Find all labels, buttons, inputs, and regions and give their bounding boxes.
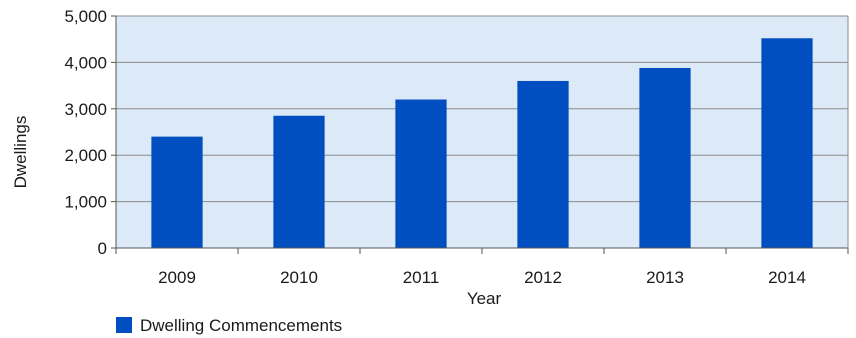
axes bbox=[111, 15, 849, 254]
bar-2011 bbox=[395, 99, 447, 249]
legend-swatch-dwelling-commencements bbox=[116, 317, 132, 333]
x-tick-label-2014: 2014 bbox=[768, 268, 806, 287]
y-tick-label-3,000: 3,000 bbox=[64, 100, 107, 119]
bar-2012 bbox=[517, 80, 569, 249]
x-tick-label-2010: 2010 bbox=[280, 268, 318, 287]
y-axis-title: Dwellings bbox=[11, 116, 30, 189]
x-tick-label-2009: 2009 bbox=[158, 268, 196, 287]
bar-2013 bbox=[639, 67, 691, 248]
y-tick-label-2,000: 2,000 bbox=[64, 146, 107, 165]
x-tick-label-2012: 2012 bbox=[524, 268, 562, 287]
legend: Dwelling Commencements bbox=[116, 316, 342, 335]
x-tick-label-2013: 2013 bbox=[646, 268, 684, 287]
bar-2014 bbox=[761, 38, 813, 248]
legend-label-dwelling-commencements: Dwelling Commencements bbox=[140, 316, 342, 335]
y-tick-label-0: 0 bbox=[98, 239, 107, 258]
x-tick-label-2011: 2011 bbox=[403, 268, 440, 287]
plot-area-background bbox=[116, 16, 848, 248]
y-tick-labels: 0 1,000 2,000 3,000 4,000 5,000 bbox=[64, 7, 107, 258]
y-tick-label-4,000: 4,000 bbox=[64, 53, 107, 72]
y-tick-label-5,000: 5,000 bbox=[64, 7, 107, 26]
y-tick-label-1,000: 1,000 bbox=[64, 193, 107, 212]
x-axis-title: Year bbox=[467, 289, 502, 308]
bar-2009 bbox=[151, 136, 203, 248]
x-tick-labels: 2009 2010 2011 2012 2013 2014 bbox=[158, 268, 806, 287]
bar-2010 bbox=[273, 115, 325, 248]
bars bbox=[151, 38, 813, 249]
